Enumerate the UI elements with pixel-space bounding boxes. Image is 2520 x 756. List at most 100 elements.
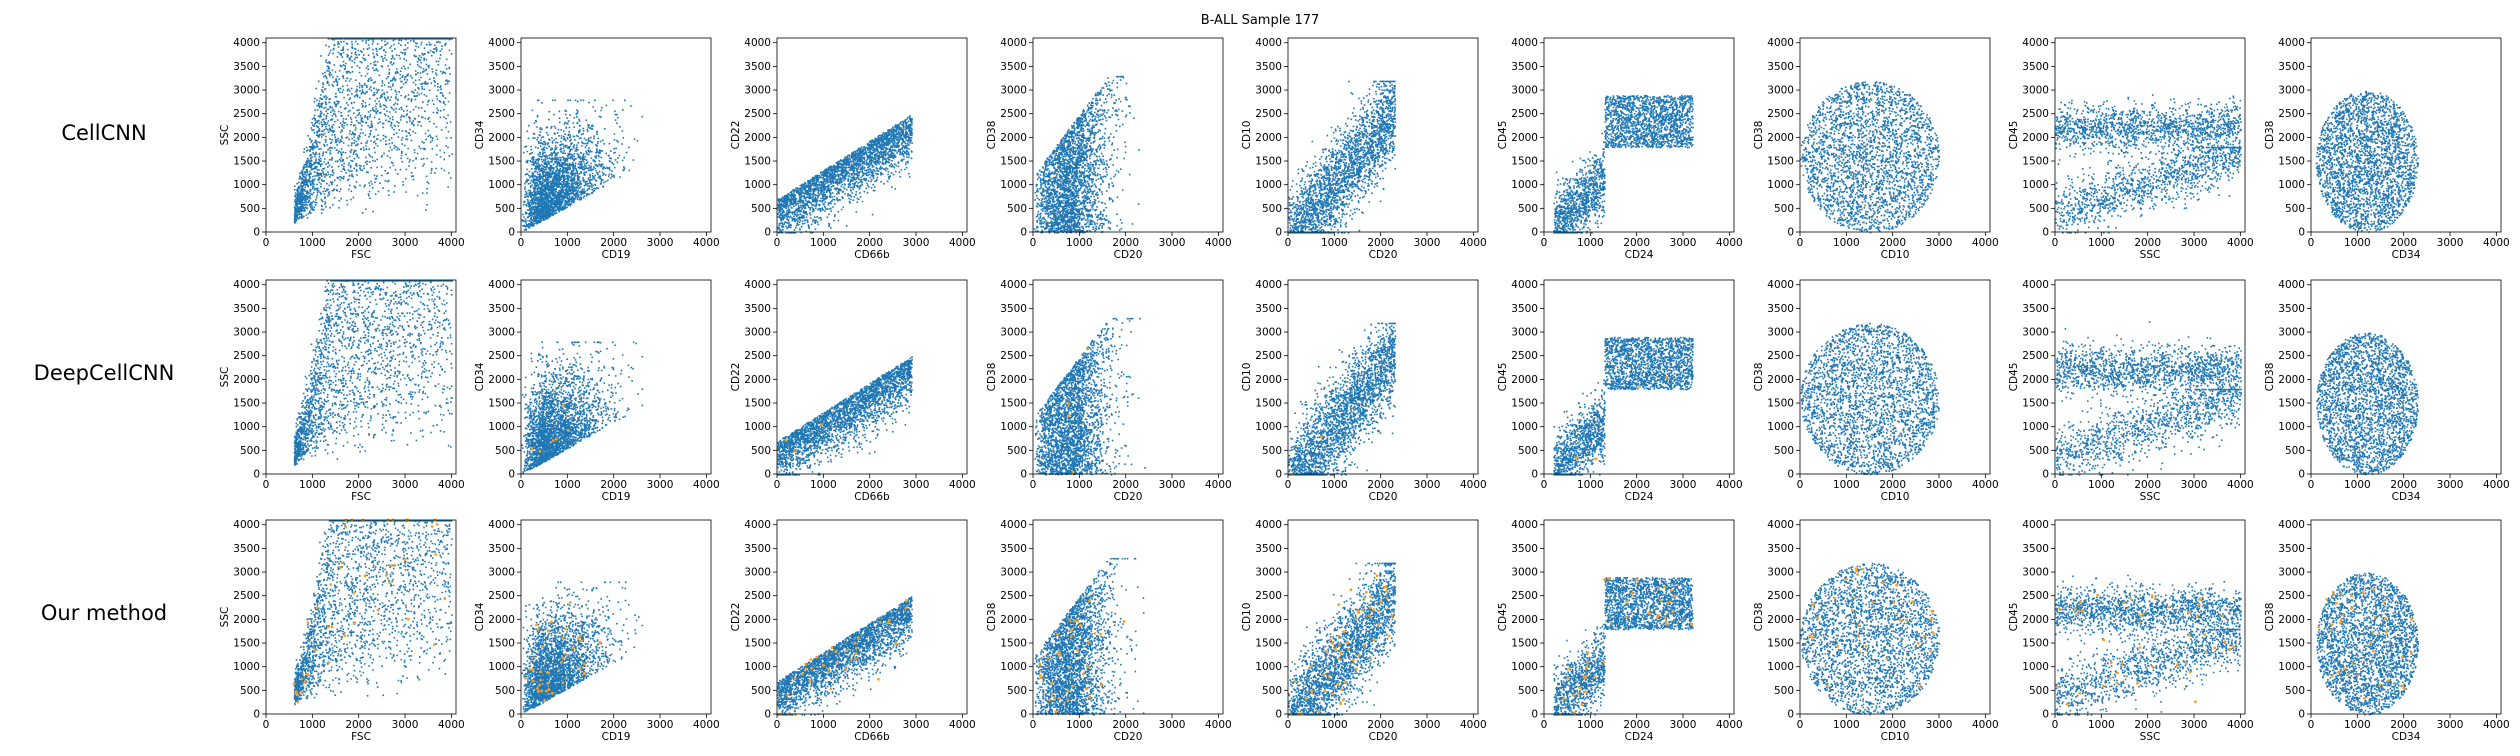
x-axis-label: CD10: [1881, 249, 1910, 261]
panel-grid: 0 1000 2000 3000 4000 0 500 1000 1500 2000 2500 300…: [219, 37, 2510, 743]
selected-cell-point: [1342, 630, 1345, 634]
y-tick-label: 2000: [1767, 614, 1794, 626]
selected-cell-point: [540, 645, 544, 649]
selected-cell-point: [1317, 710, 1321, 714]
selected-cell-point: [1088, 599, 1091, 603]
y-tick-label: 0: [508, 709, 515, 721]
selected-cell-point: [2115, 671, 2119, 675]
y-tick-label: 2000: [488, 374, 515, 386]
y-tick-label: 3000: [1255, 567, 1282, 579]
x-tick-label: 3000: [903, 237, 930, 249]
selected-cell-point: [547, 688, 551, 691]
selected-cell-point: [1594, 457, 1597, 461]
y-tick-label: 1000: [233, 421, 260, 433]
selected-cell-point: [343, 634, 347, 637]
y-tick-label: 3500: [2278, 543, 2305, 555]
x-axis-label: CD20: [1369, 491, 1398, 503]
scatter-panel: 0 1000 2000 3000 4000 0 500 1000 1500 2000 2500 300…: [2264, 279, 2510, 503]
y-tick-label: 1000: [1255, 421, 1282, 433]
axes-frame: [2310, 519, 2502, 715]
y-tick-label: 0: [764, 227, 771, 239]
scatter-panel: 0 1000 2000 3000 4000 0 500 1000 1500 2000 2500 300…: [219, 37, 465, 261]
y-tick-label: 3500: [1000, 543, 1027, 555]
x-tick-label: 1000: [299, 237, 326, 249]
axes-frame: [1032, 279, 1224, 475]
y-tick-label: 3500: [1255, 543, 1282, 555]
scatter-panel: 0 1000 2000 3000 4000 0 500 1000 1500 2000 2500 300…: [2008, 37, 2254, 261]
y-tick-label: 2500: [1255, 350, 1282, 362]
selected-cell-point: [1929, 649, 1932, 653]
selected-cell-point: [1084, 687, 1088, 690]
y-tick-label: 2500: [233, 108, 260, 120]
x-tick-label: 0: [1285, 237, 1292, 249]
y-tick-label: 4000: [1767, 519, 1794, 531]
y-tick-label: 3000: [1511, 85, 1538, 97]
y-tick-label: 2500: [2278, 350, 2305, 362]
selected-cell-point: [1665, 376, 1669, 379]
selected-cell-point: [1635, 578, 1639, 582]
scatter-panel: 0 1000 2000 3000 4000 0 500 1000 1500 2000 2500 300…: [2008, 519, 2254, 743]
y-tick-label: 3500: [1511, 61, 1538, 73]
y-tick-label: 3000: [2278, 327, 2305, 339]
selected-cell-point: [1066, 414, 1070, 418]
x-tick-label: 3000: [1670, 719, 1697, 731]
selected-cell-point: [2136, 681, 2139, 685]
selected-cell-point: [904, 606, 908, 610]
y-tick-label: 2500: [1767, 590, 1794, 602]
y-tick-label: 3000: [1255, 85, 1282, 97]
scatter-panel: 0 1000 2000 3000 4000 0 500 1000 1500 2000 2500 300…: [2264, 37, 2510, 261]
selected-cell-point: [1586, 660, 1590, 664]
y-tick-label: 2500: [2022, 350, 2049, 362]
y-tick-label: 4000: [1767, 279, 1794, 291]
y-tick-label: 3500: [1255, 303, 1282, 315]
selected-cell-point: [538, 450, 542, 453]
selected-cell-point: [1856, 633, 1860, 637]
selected-cell-point: [878, 621, 882, 624]
x-tick-label: 1000: [1321, 237, 1348, 249]
selected-cell-point: [827, 667, 831, 671]
selected-cell-point: [2228, 648, 2232, 651]
selected-cell-point: [2373, 615, 2377, 619]
selected-cell-point: [1566, 676, 1570, 680]
x-tick-label: 1000: [810, 719, 837, 731]
cell-points-background: [1288, 80, 1397, 234]
selected-cell-point: [294, 690, 298, 694]
selected-cell-point: [314, 648, 317, 652]
y-axis-label: CD34: [474, 362, 486, 391]
selected-cell-point: [1383, 585, 1387, 589]
selected-cell-point: [540, 689, 544, 693]
y-tick-label: 3000: [2022, 327, 2049, 339]
x-tick-label: 4000: [438, 719, 465, 731]
y-tick-label: 500: [2029, 445, 2049, 457]
selected-cell-point: [554, 437, 558, 441]
y-tick-label: 1500: [1767, 398, 1794, 410]
y-axis-label: CD38: [2264, 121, 2276, 150]
y-axis-label: CD38: [986, 603, 998, 632]
y-tick-label: 1500: [233, 398, 260, 410]
selected-cell-point: [2197, 603, 2201, 607]
y-tick-label: 1000: [1767, 661, 1794, 673]
selected-cell-point: [1575, 456, 1579, 460]
y-tick-label: 2500: [744, 350, 771, 362]
selected-cell-point: [1050, 692, 1054, 696]
selected-cell-point: [579, 639, 582, 643]
selected-cell-point: [2150, 594, 2154, 598]
x-tick-label: 1000: [1321, 719, 1348, 731]
x-tick-label: 0: [774, 479, 781, 491]
selected-cell-point: [1379, 600, 1383, 603]
selected-cell-point: [330, 625, 334, 629]
selected-cell-point: [2351, 661, 2354, 664]
selected-cell-point: [1075, 619, 1079, 623]
selected-cell-point: [886, 621, 890, 625]
y-tick-label: 1500: [2022, 638, 2049, 650]
selected-cell-point: [1057, 652, 1060, 656]
x-tick-label: 0: [1541, 237, 1548, 249]
y-tick-label: 3000: [1000, 85, 1027, 97]
y-tick-label: 4000: [1000, 519, 1027, 531]
selected-cell-point: [1088, 695, 1092, 699]
x-tick-label: 1000: [1577, 237, 1604, 249]
x-tick-label: 2000: [1623, 237, 1650, 249]
y-tick-label: 2000: [2022, 614, 2049, 626]
x-tick-label: 0: [518, 719, 525, 731]
y-tick-label: 1000: [1000, 179, 1027, 191]
